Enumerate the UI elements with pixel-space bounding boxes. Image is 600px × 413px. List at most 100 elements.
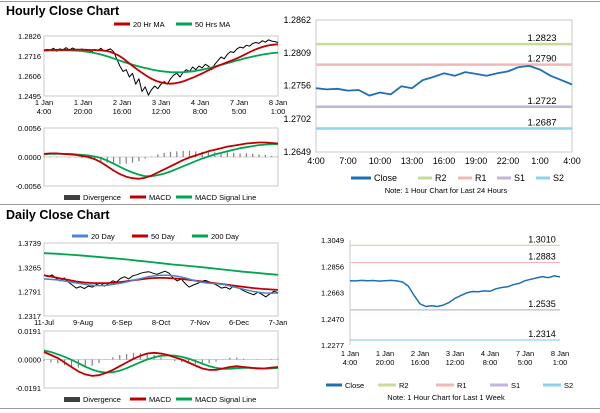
- hourly-legend-signal-label: MACD Signal Line: [195, 193, 256, 202]
- hourly-levels-note: Note: 1 Hour Chart for Last 24 Hours: [385, 186, 508, 195]
- daily-legend-signal-label: MACD Signal Line: [195, 395, 256, 404]
- middle-divider: [0, 204, 600, 205]
- daily-price-xtick-6: 7-Jan: [269, 318, 288, 327]
- hourly-levels-xtick-4: 16:00: [433, 156, 456, 166]
- hourly-legend-divergence-swatch: [64, 195, 80, 200]
- daily-levels-xtick-6: 8 Jan 1:00: [551, 349, 569, 367]
- daily-level-s2-label: 1.2314: [528, 329, 556, 339]
- daily-legend-200day-label: 200 Day: [211, 232, 239, 241]
- daily-macd-line: [43, 351, 279, 377]
- hourly-price-xtick-0: 1 Jan 4:00: [35, 98, 53, 116]
- hourly-price-ytick-3: 1.2495: [18, 92, 41, 101]
- bottom-divider: [0, 408, 600, 409]
- daily-price-ytick-3: 1.2317: [18, 312, 41, 321]
- hourly-macd-line: [43, 141, 279, 180]
- daily-legend-r2-label: R2: [399, 381, 409, 390]
- daily-level-r1-label: 1.2883: [528, 252, 556, 262]
- daily-20day-line: [43, 274, 279, 295]
- daily-price-xtick-2: 6-Sep: [112, 318, 132, 327]
- daily-legend-divergence-swatch: [64, 397, 80, 402]
- hourly-50hr-ma-line: [43, 49, 279, 74]
- daily-legend-50day-label: 50 Day: [151, 232, 175, 241]
- daily-price-xtick-4: 7-Nov: [190, 318, 210, 327]
- daily-price-xtick-1: 9-Aug: [73, 318, 93, 327]
- hourly-levels-ytick-1: 1.2809: [283, 48, 311, 58]
- hourly-price-frame: [43, 35, 279, 97]
- hourly-price-line: [43, 39, 279, 96]
- hourly-levels-ytick-3: 1.2702: [283, 114, 311, 124]
- daily-price-xtick-3: 8-Oct: [152, 318, 171, 327]
- hourly-levels-xtick-3: 13:00: [401, 156, 424, 166]
- hourly-section-title: Hourly Close Chart: [6, 4, 120, 18]
- hourly-legend-close-label: Close: [374, 173, 397, 183]
- hourly-price-ytick-0: 1.2826: [18, 32, 41, 41]
- hourly-legend-20hr-label: 20 Hr MA: [133, 20, 165, 29]
- hourly-macd-ytick-1: 0.0000: [18, 153, 41, 162]
- daily-levels-ytick-2: 1.2663: [321, 289, 344, 298]
- hourly-levels-xtick-8: 4:00: [563, 156, 581, 166]
- daily-price-xtick-5: 6-Dec: [229, 318, 249, 327]
- daily-legend-s2-label: S2: [564, 381, 573, 390]
- daily-levels-xtick-1: 1 Jan 20:00: [376, 349, 395, 367]
- hourly-level-r2-label: 1.2823: [527, 33, 556, 44]
- daily-macd-ytick-2: -0.0191: [16, 384, 41, 393]
- hourly-legend-r1-label: R1: [475, 173, 487, 183]
- daily-level-r2-label: 1.3010: [528, 234, 556, 244]
- hourly-price-xtick-2: 2 Jan 16:00: [113, 98, 132, 116]
- daily-legend-s1-label: S1: [511, 381, 520, 390]
- hourly-levels-ytick-4: 1.2649: [283, 147, 311, 157]
- hourly-levels-ytick-2: 1.2756: [283, 81, 311, 91]
- hourly-legend-r2-label: R2: [435, 173, 447, 183]
- daily-price-ytick-2: 1.2791: [18, 288, 41, 297]
- daily-levels-ytick-0: 1.3049: [321, 236, 344, 245]
- hourly-price-xtick-6: 8 Jan 1:00: [269, 98, 287, 116]
- hourly-levels-xtick-1: 7:00: [339, 156, 357, 166]
- hourly-levels-xtick-0: 4:00: [307, 156, 325, 166]
- daily-legend-macd-label: MACD: [149, 395, 172, 404]
- hourly-legend-s2-label: S2: [553, 173, 564, 183]
- daily-levels-ytick-4: 1.2277: [321, 341, 344, 350]
- daily-legend-20day-label: 20 Day: [91, 232, 115, 241]
- hourly-levels-xtick-7: 1:00: [531, 156, 549, 166]
- hourly-level-s2-label: 1.2687: [527, 117, 556, 128]
- daily-legend-divergence-label: Divergence: [83, 395, 121, 404]
- daily-levels-ytick-3: 1.2470: [321, 315, 344, 324]
- hourly-macd-ytick-0: 0.0056: [18, 124, 41, 133]
- daily-levels-xtick-3: 3 Jan 12:00: [446, 349, 465, 367]
- hourly-levels-xtick-5: 19:00: [465, 156, 488, 166]
- top-divider: [0, 1, 600, 2]
- daily-macd-ytick-1: 0.0000: [18, 356, 41, 365]
- hourly-legend-50hrs-label: 50 Hrs MA: [195, 20, 230, 29]
- hourly-price-ytick-1: 1.2716: [18, 52, 41, 61]
- daily-price-xtick-0: 11-Jul: [34, 318, 54, 327]
- daily-levels-xtick-4: 4 Jan 8:00: [481, 349, 499, 367]
- hourly-macd-ytick-2: -0.0056: [16, 182, 41, 191]
- hourly-levels-xtick-2: 10:00: [369, 156, 392, 166]
- daily-levels-ytick-1: 1.2856: [321, 262, 344, 271]
- daily-price-ytick-0: 1.3739: [18, 239, 41, 248]
- daily-50day-line: [43, 274, 279, 291]
- daily-macd-signal-line: [43, 349, 279, 374]
- daily-levels-xtick-0: 1 Jan 4:00: [341, 349, 359, 367]
- hourly-price-xtick-4: 4 Jan 8:00: [191, 98, 209, 116]
- daily-close-line: [349, 275, 561, 308]
- daily-price-frame: [43, 242, 279, 317]
- hourly-20hr-ma-line: [43, 43, 279, 85]
- daily-legend-r1-label: R1: [457, 381, 467, 390]
- hourly-close-line: [315, 65, 573, 97]
- daily-section-title: Daily Close Chart: [6, 208, 110, 222]
- daily-levels-xtick-2: 2 Jan 16:00: [411, 349, 430, 367]
- daily-200day-line: [43, 252, 279, 276]
- daily-level-s1-label: 1.2535: [528, 299, 556, 309]
- hourly-price-xtick-1: 1 Jan 20:00: [74, 98, 93, 116]
- hourly-level-s1-label: 1.2722: [527, 96, 556, 107]
- hourly-levels-frame: [315, 19, 573, 153]
- daily-price-ytick-1: 1.3265: [18, 263, 41, 272]
- daily-levels-xtick-5: 7 Jan 5:00: [516, 349, 534, 367]
- hourly-legend-macd-label: MACD: [149, 193, 172, 202]
- hourly-levels-ytick-0: 1.2862: [283, 15, 311, 25]
- daily-macd-ytick-0: 0.0191: [18, 327, 41, 336]
- hourly-price-ytick-2: 1.2606: [18, 72, 41, 81]
- hourly-price-xtick-3: 3 Jan 12:00: [152, 98, 171, 116]
